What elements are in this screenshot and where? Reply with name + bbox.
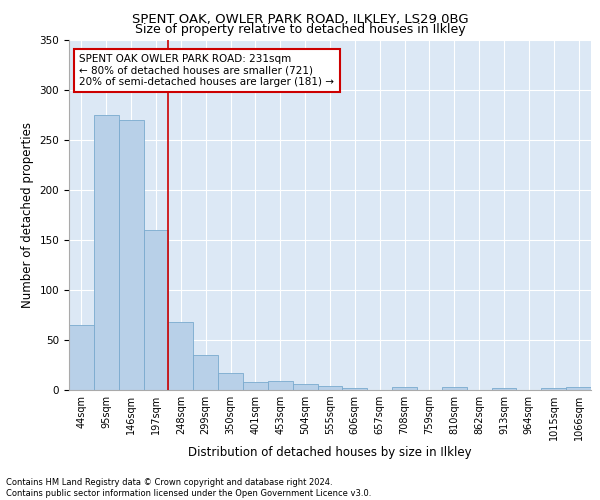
Text: Contains HM Land Registry data © Crown copyright and database right 2024.
Contai: Contains HM Land Registry data © Crown c…: [6, 478, 371, 498]
Bar: [442, 387, 467, 390]
Text: Size of property relative to detached houses in Ilkley: Size of property relative to detached ho…: [134, 22, 466, 36]
Bar: [268, 381, 293, 390]
X-axis label: Distribution of detached houses by size in Ilkley: Distribution of detached houses by size …: [188, 446, 472, 459]
Bar: [143, 230, 169, 390]
Bar: [392, 387, 417, 390]
Bar: [193, 355, 218, 390]
Bar: [491, 388, 517, 390]
Text: SPENT OAK, OWLER PARK ROAD, ILKLEY, LS29 0BG: SPENT OAK, OWLER PARK ROAD, ILKLEY, LS29…: [131, 12, 469, 26]
Bar: [293, 384, 317, 390]
Bar: [69, 325, 94, 390]
Bar: [566, 387, 591, 390]
Text: SPENT OAK OWLER PARK ROAD: 231sqm
← 80% of detached houses are smaller (721)
20%: SPENT OAK OWLER PARK ROAD: 231sqm ← 80% …: [79, 54, 334, 87]
Bar: [169, 322, 193, 390]
Bar: [541, 388, 566, 390]
Bar: [243, 382, 268, 390]
Y-axis label: Number of detached properties: Number of detached properties: [21, 122, 34, 308]
Bar: [317, 386, 343, 390]
Bar: [343, 388, 367, 390]
Bar: [119, 120, 143, 390]
Bar: [94, 115, 119, 390]
Bar: [218, 373, 243, 390]
